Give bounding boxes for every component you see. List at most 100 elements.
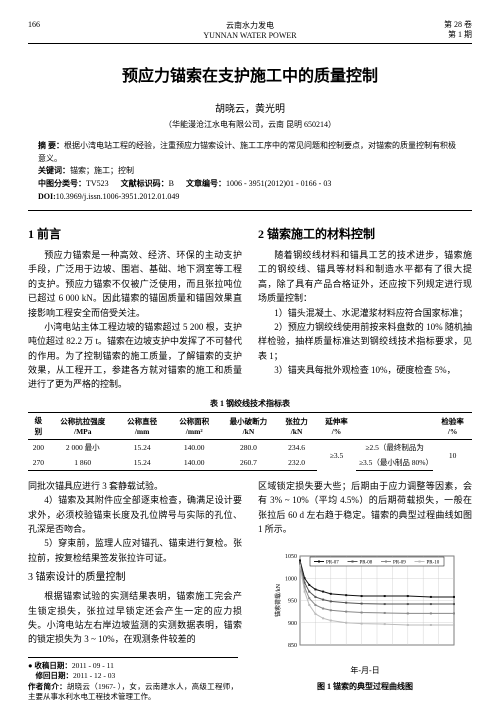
- svg-text:1050: 1050: [285, 554, 297, 560]
- svg-text:850: 850: [288, 643, 297, 649]
- docid: 文献标识码：B: [121, 178, 174, 191]
- volume: 第 28 卷: [412, 20, 472, 30]
- page-number: 166: [28, 20, 88, 41]
- sec1-p2: 小湾电站主体工程边坡的锚索超过 5 200 根，支护吨位超过 82.2 万 t。…: [28, 320, 242, 392]
- journal-en: YUNNAN WATER POWER: [88, 31, 412, 40]
- table-row: 270 1 860 15.24 140.00 260.7 232.0 ≥3.5（…: [28, 455, 472, 471]
- abstract-label: 摘 要：: [38, 141, 64, 150]
- table-row: 级别 公称抗拉强度 /MPa 公称直径 /mm 公称面积 /mm² 最小破断力 …: [28, 412, 472, 439]
- artno: 文章编号：1006 - 3951(2012)01 - 0166 - 03: [186, 178, 331, 191]
- sec2-li1: 1）锚头混凝土、水泥灌浆材料应符合国家标准；: [258, 306, 472, 320]
- affiliation: （华能漫沧江水电有限公司，云南 昆明 650214）: [28, 119, 472, 130]
- sec3-title: 3 锚索设计的质量控制: [28, 570, 242, 586]
- svg-text:PR-07: PR-07: [326, 561, 339, 566]
- keywords-text: 锚索；施工；控制: [70, 166, 134, 175]
- th: 级别: [28, 412, 49, 439]
- td: 15.24: [117, 439, 168, 455]
- recv-label: 收稿日期：: [34, 661, 72, 670]
- svg-text:锚索荷载/kN: 锚索荷载/kN: [274, 584, 282, 618]
- svg-text:950: 950: [288, 599, 297, 605]
- svg-text:1000: 1000: [285, 577, 297, 583]
- recv-value: 2011 - 09 - 11: [72, 661, 114, 670]
- bio-label: 作者简介：: [28, 682, 67, 691]
- td: 280.0: [221, 439, 276, 455]
- authors: 胡晓云，黄光明: [28, 100, 472, 115]
- artno-value: 1006 - 3951(2012)01 - 0166 - 03: [226, 179, 331, 188]
- th: 公称面积 /mm²: [168, 412, 221, 439]
- col-right-upper: 2 锚索施工的材料控制 随着钢绞线材料和锚具工艺的技术进步，锚索施工的钢绞线、锚…: [258, 221, 472, 392]
- journal-cn: 云南水力发电: [88, 20, 412, 31]
- issue: 第 1 期: [412, 30, 472, 40]
- footnotes: 收稿日期：2011 - 09 - 11 修回日期：2011 - 12 - 03 …: [28, 657, 238, 703]
- td: 234.6: [276, 439, 317, 455]
- clc-value: TV523: [86, 179, 109, 188]
- td: ≥3.5: [317, 439, 356, 470]
- artno-label: 文章编号：: [186, 179, 226, 188]
- columns-lower: 同批次锚具应进行 3 套静载试验。 4）锚索及其附件应全部逐束检查，确满足设计要…: [28, 479, 472, 703]
- sec2-li2: 2）预应力钢绞线使用前按来料盘数的 10% 随机抽样检验，抽样质量标准达到钢绞线…: [258, 320, 472, 363]
- page: 166 云南水力发电 YUNNAN WATER POWER 第 28 卷 第 1…: [0, 0, 500, 721]
- journal-title-block: 云南水力发电 YUNNAN WATER POWER: [88, 20, 412, 41]
- table-1-caption: 表 1 钢绞线技术指标表: [28, 398, 472, 412]
- keywords-row: 关键词：锚索；施工；控制: [38, 165, 462, 178]
- clc: 中图分类号：TV523: [38, 178, 109, 191]
- sec3-p1: 同批次锚具应进行 3 套静载试验。: [28, 479, 242, 493]
- th: 延伸率 /%: [317, 412, 356, 439]
- sec4-p1: 区域锁定损失要大些；后期由于应力调整等因素，会有 3% ~ 10%（平均 4.5…: [258, 479, 472, 537]
- docid-value: B: [169, 179, 174, 188]
- table-1: 表 1 钢绞线技术指标表 级别 公称抗拉强度 /MPa 公称直径 /mm 公称面…: [28, 398, 472, 471]
- article-title: 预应力锚索在支护施工中的质量控制: [28, 62, 472, 86]
- doi-label: DOI:: [38, 192, 56, 201]
- chart-svg: 850 900 950 1000 1050 锚索荷载/kN PR-07 PR-08 PR-09 P…: [270, 542, 460, 657]
- svg-text:PR-08: PR-08: [360, 561, 373, 566]
- svg-text:PR-09: PR-09: [393, 561, 406, 566]
- chart-axis-label: 年-月-日: [270, 665, 460, 678]
- td: 260.7: [221, 455, 276, 471]
- svg-text:900: 900: [288, 621, 297, 627]
- td: 140.00: [168, 439, 221, 455]
- meta-block: 摘 要：根据小湾电站工程的经验，注重预应力锚索设计、施工工序中的常见问题和控制要…: [28, 140, 472, 211]
- td: 270: [28, 455, 49, 471]
- clc-label: 中图分类号：: [38, 179, 86, 188]
- sec3-li5: 5）穿束前，监理人应对锚孔、锚束进行复检。张拉前，按复检结果签发张拉许可证。: [28, 536, 242, 565]
- td: 1 860: [49, 455, 117, 471]
- sec1-title: 1 前言: [28, 225, 242, 244]
- doi-row: DOI:10.3969/j.issn.1006-3951.2012.01.049: [38, 191, 462, 204]
- abstract-text: 根据小湾电站工程的经验，注重预应力锚索设计、施工工序中的常见问题和控制要点，对锚…: [38, 141, 456, 163]
- sec2-title: 2 锚索施工的材料控制: [258, 225, 472, 244]
- running-header: 166 云南水力发电 YUNNAN WATER POWER 第 28 卷 第 1…: [28, 20, 472, 44]
- col-right-lower: 区域锁定损失要大些；后期由于应力调整等因素，会有 3% ~ 10%（平均 4.5…: [258, 479, 472, 703]
- codes-row: 中图分类号：TV523 文献标识码：B 文章编号：1006 - 3951(201…: [38, 178, 462, 191]
- td: 140.00: [168, 455, 221, 471]
- docid-label: 文献标识码：: [121, 179, 169, 188]
- rev-label: 修回日期：: [36, 671, 74, 680]
- doi-value: 10.3969/j.issn.1006-3951.2012.01.049: [56, 192, 180, 201]
- col-left-upper: 1 前言 预应力锚索是一种高效、经济、环保的主动支护手段，广泛用于边坡、围岩、基…: [28, 221, 242, 392]
- td: 232.0: [276, 455, 317, 471]
- th: 公称直径 /mm: [117, 412, 168, 439]
- sec2-li3: 3）锚夹具每批外观检查 10%，硬度检查 5%，: [258, 363, 472, 377]
- th: 最小破断力 /kN: [221, 412, 276, 439]
- author-bio: 作者简介：胡晓云（1967- ），女，云南建水人，高级工程师，主要从事水利水电工…: [28, 682, 238, 703]
- abstract-row: 摘 要：根据小湾电站工程的经验，注重预应力锚索设计、施工工序中的常见问题和控制要…: [38, 140, 462, 166]
- th: 张拉力 /kN: [276, 412, 317, 439]
- td: 200: [28, 439, 49, 455]
- keywords-label: 关键词：: [38, 166, 70, 175]
- svg-text:PR-10: PR-10: [427, 561, 440, 566]
- columns-upper: 1 前言 预应力锚索是一种高效、经济、环保的主动支护手段，广泛用于边坡、围岩、基…: [28, 221, 472, 392]
- recv-date: 收稿日期：2011 - 09 - 11: [28, 661, 238, 672]
- figure-1: 850 900 950 1000 1050 锚索荷载/kN PR-07 PR-08 PR-09 P…: [270, 542, 460, 693]
- sec3-li4: 4）锚索及其附件应全部逐束检查，确满足设计要求外，必须校验锚束长度及孔位牌号与实…: [28, 493, 242, 536]
- td: ≥3.5（最小制品 80%）: [356, 455, 433, 471]
- rev-value: 2011 - 12 - 03: [73, 671, 115, 680]
- sec2-p1: 随着钢绞线材料和锚具工艺的技术进步，锚索施工的钢绞线、锚具等材料和制造水平都有了…: [258, 248, 472, 306]
- volume-issue: 第 28 卷 第 1 期: [412, 20, 472, 41]
- sec1-p1: 预应力锚索是一种高效、经济、环保的主动支护手段，广泛用于边坡、围岩、基础、地下洞…: [28, 248, 242, 320]
- th: 检验率 /%: [433, 412, 472, 439]
- th: 公称抗拉强度 /MPa: [49, 412, 117, 439]
- td: ≥2.5（最终制品为: [356, 439, 433, 455]
- td: 15.24: [117, 455, 168, 471]
- td: 2 000 最小: [49, 439, 117, 455]
- td: 10: [433, 439, 472, 470]
- rev-date: 修回日期：2011 - 12 - 03: [28, 671, 238, 682]
